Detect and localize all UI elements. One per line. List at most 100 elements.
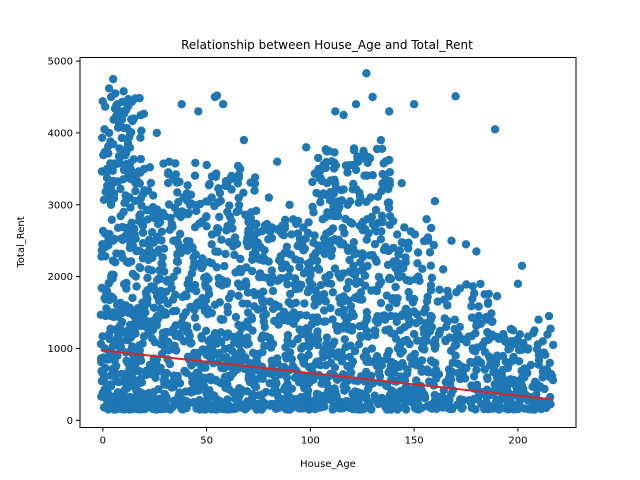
data-point bbox=[245, 226, 254, 236]
data-point bbox=[176, 229, 185, 239]
data-point bbox=[214, 184, 223, 193]
data-point bbox=[266, 343, 276, 352]
data-point bbox=[424, 236, 433, 245]
data-point bbox=[135, 246, 144, 255]
data-point bbox=[113, 223, 123, 232]
data-point bbox=[106, 272, 116, 281]
data-point bbox=[234, 291, 243, 300]
data-point bbox=[224, 293, 234, 303]
data-point bbox=[326, 304, 335, 313]
data-point bbox=[339, 110, 348, 120]
data-point bbox=[322, 333, 332, 342]
data-point bbox=[252, 219, 261, 229]
data-point bbox=[288, 339, 297, 348]
data-point bbox=[234, 206, 243, 216]
data-point bbox=[400, 223, 409, 232]
data-point bbox=[129, 114, 139, 123]
data-point bbox=[443, 286, 452, 296]
data-point bbox=[248, 255, 257, 264]
data-point bbox=[114, 177, 123, 186]
data-point bbox=[392, 360, 401, 370]
data-point bbox=[338, 223, 347, 233]
data-point bbox=[355, 192, 365, 201]
data-point bbox=[246, 178, 255, 187]
data-point bbox=[236, 254, 245, 264]
data-point bbox=[200, 382, 209, 391]
x-tick-label: 50 bbox=[200, 436, 213, 447]
data-point bbox=[238, 356, 248, 365]
data-point bbox=[299, 223, 308, 232]
data-point bbox=[413, 336, 422, 345]
data-point bbox=[102, 173, 112, 182]
data-point bbox=[190, 280, 200, 290]
data-point bbox=[277, 221, 287, 231]
data-point bbox=[101, 295, 110, 304]
data-point bbox=[109, 365, 118, 375]
data-point bbox=[374, 272, 384, 282]
data-point bbox=[405, 276, 414, 286]
data-point bbox=[221, 383, 230, 392]
data-point bbox=[258, 390, 267, 399]
data-point bbox=[417, 364, 426, 373]
data-point bbox=[192, 323, 202, 332]
data-point bbox=[317, 395, 326, 404]
data-point bbox=[401, 258, 410, 267]
data-point bbox=[125, 365, 134, 374]
data-point bbox=[243, 288, 253, 297]
data-point bbox=[98, 133, 107, 142]
data-point bbox=[326, 369, 335, 378]
data-point bbox=[377, 227, 386, 236]
data-point bbox=[422, 330, 432, 339]
data-point bbox=[123, 143, 132, 152]
data-point bbox=[415, 316, 425, 325]
data-point bbox=[351, 279, 361, 288]
data-point bbox=[145, 388, 154, 398]
data-point bbox=[380, 396, 389, 405]
data-point bbox=[139, 109, 149, 119]
data-point bbox=[147, 247, 156, 257]
data-point bbox=[179, 337, 189, 346]
data-point bbox=[302, 311, 311, 320]
data-point bbox=[303, 228, 313, 238]
data-point bbox=[268, 400, 277, 409]
data-point bbox=[200, 373, 209, 382]
data-point bbox=[342, 284, 352, 293]
data-point bbox=[385, 168, 394, 177]
data-point bbox=[455, 322, 464, 332]
data-point bbox=[235, 265, 244, 274]
data-point bbox=[349, 144, 359, 153]
data-point bbox=[220, 261, 229, 271]
data-point bbox=[386, 274, 396, 284]
data-point bbox=[485, 361, 495, 370]
data-point bbox=[442, 322, 451, 331]
data-point bbox=[367, 212, 377, 221]
data-point bbox=[106, 404, 115, 413]
data-point bbox=[125, 243, 134, 253]
data-point bbox=[542, 365, 552, 375]
data-point bbox=[267, 266, 276, 275]
data-point bbox=[331, 107, 340, 116]
data-point bbox=[138, 228, 148, 237]
data-point bbox=[314, 164, 323, 174]
data-point bbox=[471, 329, 480, 338]
data-point bbox=[258, 331, 268, 340]
data-point bbox=[356, 331, 365, 341]
data-point bbox=[389, 216, 398, 226]
data-point bbox=[468, 282, 477, 291]
data-point bbox=[405, 308, 415, 317]
data-point bbox=[274, 399, 283, 409]
data-point bbox=[185, 331, 194, 341]
data-point bbox=[177, 100, 186, 109]
data-point bbox=[288, 401, 298, 410]
data-point bbox=[135, 341, 144, 350]
data-point bbox=[410, 230, 420, 239]
data-point bbox=[178, 207, 187, 216]
data-point bbox=[362, 367, 371, 377]
data-point bbox=[115, 157, 124, 166]
data-point bbox=[140, 186, 149, 195]
data-point bbox=[283, 330, 293, 340]
data-point bbox=[348, 185, 357, 194]
data-point bbox=[210, 405, 220, 414]
data-point bbox=[434, 329, 444, 339]
data-point bbox=[447, 236, 456, 245]
